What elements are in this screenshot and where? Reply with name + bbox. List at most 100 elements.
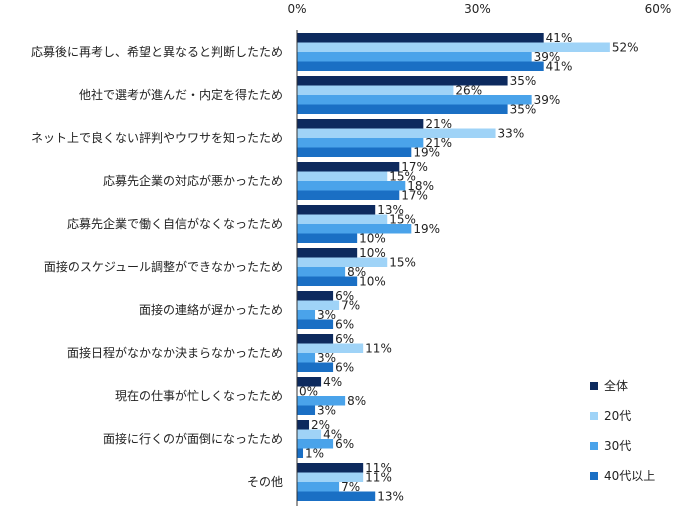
bar [297, 214, 388, 224]
data-label: 7% [341, 480, 360, 494]
data-label: 13% [377, 203, 404, 217]
legend-label: 40代以上 [604, 469, 655, 483]
bar [297, 300, 340, 310]
data-label: 39% [534, 93, 561, 107]
data-label: 41% [546, 60, 573, 74]
category-label: 応募先企業の対応が悪かったため [103, 173, 283, 188]
data-label: 17% [401, 160, 428, 174]
bar [297, 343, 364, 353]
data-label: 3% [317, 351, 336, 365]
bar [297, 233, 358, 243]
bar [297, 61, 544, 71]
bar [297, 448, 304, 458]
bar [297, 267, 346, 277]
bar [297, 362, 334, 372]
data-label: 11% [365, 471, 392, 485]
data-label: 4% [323, 375, 342, 389]
category-label: 面接日程がなかなか決まらなかったため [67, 345, 283, 360]
bar [297, 439, 334, 449]
bar [297, 95, 532, 105]
data-label: 7% [341, 299, 360, 313]
data-label: 13% [377, 490, 404, 504]
data-label: 19% [413, 222, 440, 236]
data-label: 33% [498, 127, 525, 141]
data-label: 6% [335, 332, 354, 346]
category-label: 他社で選考が進んだ・内定を得たため [79, 87, 283, 102]
category-label: 面接のスケジュール調整ができなかったため [44, 259, 283, 274]
x-tick-label: 30% [464, 2, 491, 16]
bar [297, 291, 334, 301]
category-label: 面接の連絡が遅かったため [139, 302, 283, 317]
legend-label: 30代 [604, 439, 631, 453]
bar [297, 162, 400, 172]
data-label: 26% [455, 84, 482, 98]
legend-label: 全体 [604, 378, 628, 393]
data-label: 15% [389, 256, 416, 270]
bar [297, 104, 508, 114]
data-label: 4% [323, 428, 342, 442]
data-label: 21% [425, 136, 452, 150]
bar [297, 147, 412, 157]
category-label: 面接に行くのが面倒になったため [103, 431, 283, 446]
category-label: 応募後に再考し、希望と異なると判断したため [31, 44, 283, 59]
bar [297, 33, 544, 43]
bar [297, 276, 358, 286]
bar [297, 224, 412, 234]
legend-label: 20代 [604, 409, 631, 423]
bar [297, 42, 610, 52]
bar [297, 85, 454, 95]
data-label: 2% [311, 418, 330, 432]
bar [297, 76, 508, 86]
bar [297, 491, 376, 501]
x-tick-label: 60% [645, 2, 672, 16]
data-label: 6% [335, 361, 354, 375]
category-label: 現在の仕事が忙しくなったため [115, 388, 283, 403]
bar [297, 52, 532, 62]
bar [297, 463, 364, 473]
data-label: 19% [413, 146, 440, 160]
data-label: 6% [335, 289, 354, 303]
data-label: 15% [389, 170, 416, 184]
bar [297, 138, 424, 148]
bar [297, 190, 400, 200]
data-label: 41% [546, 31, 573, 45]
data-label: 0% [299, 385, 318, 399]
bar [297, 181, 406, 191]
bar [297, 429, 322, 439]
data-label: 8% [347, 265, 366, 279]
bar [297, 128, 496, 138]
bar [297, 310, 316, 320]
data-label: 18% [407, 179, 434, 193]
data-label: 35% [510, 103, 537, 117]
bar [297, 405, 316, 415]
data-label: 21% [425, 117, 452, 131]
bar [297, 248, 358, 258]
legend-swatch [590, 412, 598, 420]
category-label: 応募先企業で働く自信がなくなったため [67, 216, 283, 231]
data-label: 11% [365, 461, 392, 475]
bar [297, 205, 376, 215]
data-label: 8% [347, 394, 366, 408]
legend-swatch [590, 472, 598, 480]
legend-swatch [590, 442, 598, 450]
bar [297, 171, 388, 181]
x-tick-label: 0% [287, 2, 306, 16]
data-label: 52% [612, 41, 639, 55]
bar [297, 257, 388, 267]
data-label: 15% [389, 213, 416, 227]
data-label: 17% [401, 189, 428, 203]
bar [297, 377, 322, 387]
data-label: 1% [305, 447, 324, 461]
category-label: その他 [247, 475, 283, 489]
bar [297, 353, 316, 363]
data-label: 10% [359, 232, 386, 246]
bar [297, 319, 334, 329]
bar [297, 482, 340, 492]
bar [297, 472, 364, 482]
data-label: 3% [317, 404, 336, 418]
bar [297, 334, 334, 344]
data-label: 10% [359, 275, 386, 289]
data-label: 39% [534, 50, 561, 64]
